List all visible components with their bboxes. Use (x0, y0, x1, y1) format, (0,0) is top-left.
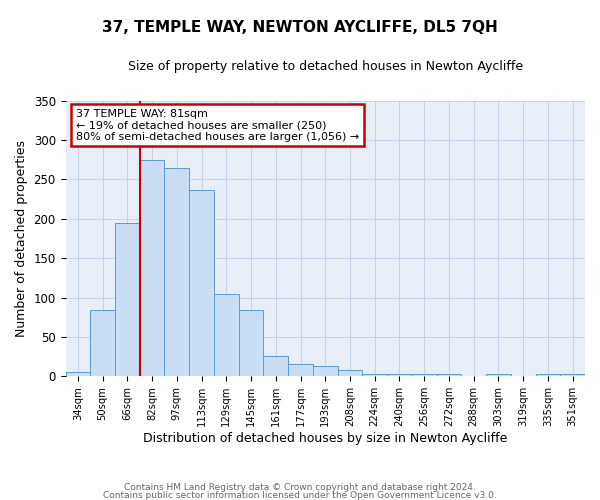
Bar (164, 168, 189, 376)
Title: Size of property relative to detached houses in Newton Aycliffe: Size of property relative to detached ho… (128, 60, 523, 73)
Text: 37, TEMPLE WAY, NEWTON AYCLIFFE, DL5 7QH: 37, TEMPLE WAY, NEWTON AYCLIFFE, DL5 7QH (102, 20, 498, 35)
Bar (362, 374, 387, 376)
Text: 37 TEMPLE WAY: 81sqm
← 19% of detached houses are smaller (250)
80% of semi-deta: 37 TEMPLE WAY: 81sqm ← 19% of detached h… (76, 109, 359, 142)
Bar (189, 190, 214, 376)
Bar (536, 374, 560, 376)
Bar (486, 374, 511, 376)
X-axis label: Distribution of detached houses by size in Newton Aycliffe: Distribution of detached houses by size … (143, 432, 508, 445)
Bar (560, 374, 585, 376)
Bar (263, 356, 288, 376)
Text: Contains public sector information licensed under the Open Government Licence v3: Contains public sector information licen… (103, 491, 497, 500)
Bar (288, 364, 313, 376)
Text: Contains HM Land Registry data © Crown copyright and database right 2024.: Contains HM Land Registry data © Crown c… (124, 482, 476, 492)
Bar (115, 224, 140, 376)
Bar (214, 294, 239, 376)
Bar (437, 374, 461, 376)
Bar (412, 374, 437, 376)
Bar (338, 370, 362, 376)
Bar (313, 366, 338, 376)
Y-axis label: Number of detached properties: Number of detached properties (15, 140, 28, 337)
Bar (387, 374, 412, 376)
Bar (239, 310, 263, 376)
Bar (65, 372, 90, 376)
Bar (140, 160, 164, 376)
Bar (90, 310, 115, 376)
